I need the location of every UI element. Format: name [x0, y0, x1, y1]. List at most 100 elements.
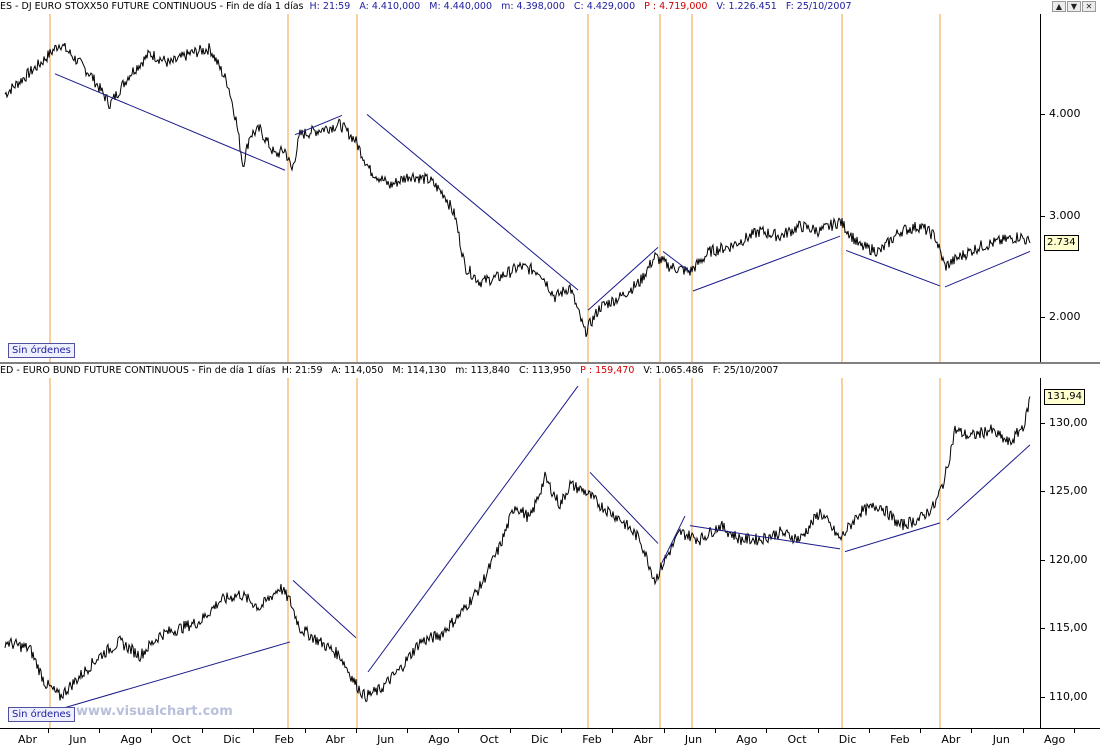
price-readout: P : 4.719,000 [644, 1, 708, 12]
x-tick-label: Jun [684, 733, 703, 746]
volume-readout: V: 1.065.486 [643, 365, 704, 376]
x-axis: Abr Jun Ago Oct Dic Feb Abr Jun Ago Oct Dic Feb Abr J… [0, 728, 1100, 748]
close-readout: C: 4.429,000 [573, 1, 636, 12]
high-readout: M: 4.440,000 [429, 1, 493, 12]
x-tick-label: Oct [479, 733, 499, 746]
panel-title-bar: ES - DJ EURO STOXX50 FUTURE CONTINUOUS -… [0, 0, 1100, 14]
trendline [845, 249, 941, 287]
open-readout: A: 4.410,000 [359, 1, 421, 12]
x-tick-label: Ago [428, 733, 450, 746]
date-readout: F: 25/10/2007 [712, 365, 779, 376]
x-tick-mark [971, 729, 973, 733]
x-tick-mark [561, 729, 562, 733]
x-tick-mark [355, 729, 357, 733]
orders-label[interactable]: Sin órdenes [8, 707, 75, 722]
y-tick-mark [1041, 215, 1045, 217]
watermark: www.visualchart.com [76, 704, 233, 719]
trendline [662, 251, 691, 273]
x-tick-label: Abr [325, 733, 345, 746]
hour-readout: H: 21:59 [309, 1, 351, 12]
y-tick-label: 125,00 [1049, 484, 1088, 498]
maximize-button[interactable]: ▼ [1067, 1, 1081, 12]
trendline [366, 114, 579, 291]
trendline [692, 235, 841, 292]
trendline [367, 385, 579, 673]
trendline [689, 525, 841, 550]
x-tick-mark [253, 729, 255, 733]
low-readout: m: 4.398,000 [501, 1, 565, 12]
y-tick-label: 115,00 [1049, 621, 1088, 635]
x-tick-label: Jun [992, 733, 1010, 746]
bund-chart[interactable] [0, 378, 1040, 728]
x-tick-label: Jun [69, 733, 87, 746]
y-tick-mark [1041, 423, 1045, 425]
low-readout: m: 113,840 [455, 365, 510, 376]
price-series-line [4, 396, 1031, 703]
y-tick-label: 110,00 [1049, 689, 1088, 703]
x-tick-label: Dic [531, 733, 549, 746]
trendline [844, 522, 941, 553]
x-tick-label: Ago [120, 733, 142, 746]
eurostoxx-chart[interactable] [0, 14, 1040, 362]
x-tick-label: Jun [377, 733, 395, 746]
x-tick-mark [99, 729, 101, 733]
x-tick-label: Ago [736, 733, 758, 746]
chart-panel-eurostoxx: ES - DJ EURO STOXX50 FUTURE CONTINUOUS -… [0, 0, 1100, 362]
x-tick-mark [304, 729, 306, 733]
x-tick-label: Feb [890, 733, 910, 746]
x-tick-mark [48, 729, 49, 733]
y-tick-mark [1041, 696, 1045, 698]
price-readout: P : 159,470 [580, 365, 635, 376]
trendline [946, 444, 1031, 521]
trendline [292, 579, 357, 639]
symbol-title: ED - EURO BUND FUTURE CONTINUOUS - Fin d… [0, 365, 276, 376]
trendline [589, 471, 659, 544]
x-tick-mark [663, 729, 665, 733]
date-readout: F: 25/10/2007 [785, 1, 852, 12]
y-tick-mark [1041, 317, 1045, 319]
x-tick-mark [817, 729, 819, 733]
x-tick-label: Abr [18, 733, 38, 746]
trendline [661, 515, 686, 563]
open-readout: A: 114,050 [331, 365, 384, 376]
y-tick-mark [1041, 491, 1045, 493]
trendline [587, 247, 659, 311]
x-tick-mark [407, 729, 409, 733]
y-tick-label: 4.000 [1049, 107, 1081, 121]
y-axis: 2.000 3.000 4.000 [1040, 14, 1100, 362]
x-tick-label: Abr [941, 733, 961, 746]
y-tick-mark [1041, 114, 1045, 116]
x-tick-mark [920, 729, 922, 733]
x-tick-mark [612, 729, 614, 733]
trendline [294, 114, 343, 136]
trendline [64, 641, 291, 709]
y-tick-label: 130,00 [1049, 416, 1088, 430]
y-tick-mark [1041, 559, 1045, 561]
hour-readout: H: 21:59 [281, 365, 323, 376]
high-readout: M: 114,130 [392, 365, 447, 376]
x-tick-label: Ago [1044, 733, 1066, 746]
x-tick-mark [458, 729, 460, 733]
x-tick-mark [201, 729, 203, 733]
x-tick-mark [1022, 729, 1024, 733]
x-tick-label: Feb [274, 733, 294, 746]
y-tick-label: 2.000 [1049, 310, 1081, 324]
x-tick-mark [868, 729, 870, 733]
x-tick-label: Dic [223, 733, 241, 746]
x-tick-label: Abr [633, 733, 653, 746]
minimize-button[interactable]: ▲ [1052, 1, 1066, 12]
price-series-line [4, 42, 1031, 337]
volume-readout: V: 1.226.451 [716, 1, 777, 12]
chart-panel-bund: ED - EURO BUND FUTURE CONTINUOUS - Fin d… [0, 364, 1100, 728]
x-tick-label: Oct [787, 733, 807, 746]
x-tick-mark [766, 729, 768, 733]
x-tick-mark [509, 729, 511, 733]
trendline [54, 73, 286, 171]
y-tick-mark [1041, 628, 1045, 630]
close-button[interactable]: ✕ [1082, 1, 1096, 12]
orders-label[interactable]: Sin órdenes [8, 343, 75, 358]
x-tick-label: Dic [838, 733, 857, 746]
y-tick-label: 120,00 [1049, 552, 1088, 566]
last-price-label: 131,94 [1044, 388, 1085, 405]
panel-separator[interactable] [0, 362, 1100, 364]
